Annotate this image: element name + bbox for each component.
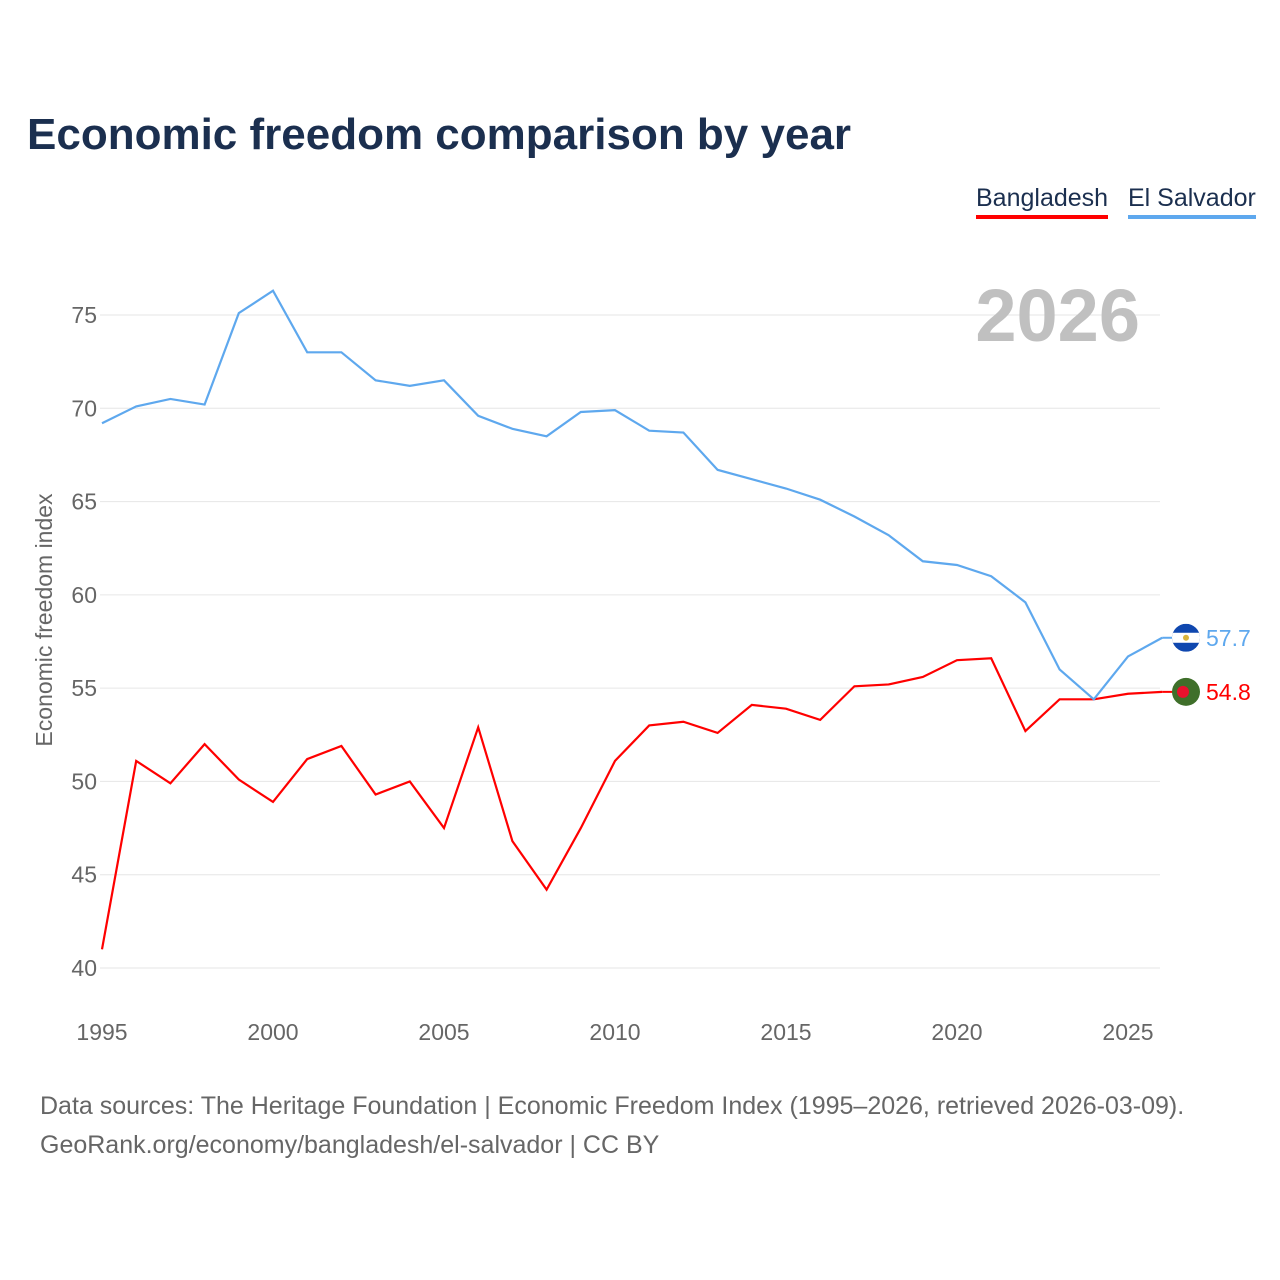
footer-link[interactable]: GeoRank.org/economy/bangladesh/el-salvad… (40, 1131, 660, 1159)
year-watermark: 2026 (975, 274, 1140, 357)
y-tick-label: 55 (71, 675, 97, 701)
y-tick-label: 40 (71, 955, 97, 981)
legend-bangladesh[interactable]: Bangladesh (976, 184, 1109, 219)
end-value-label: 54.8 (1206, 679, 1251, 705)
series-line-bangladesh (100, 657, 1163, 950)
x-tick-label: 1995 (76, 1019, 127, 1045)
x-tick-label: 2000 (247, 1019, 298, 1045)
series-line-el-salvador (101, 289, 1163, 701)
y-tick-label: 70 (71, 395, 97, 421)
y-tick-label: 45 (71, 862, 97, 888)
y-tick-label: 65 (71, 489, 97, 515)
y-tick-label: 60 (71, 582, 97, 608)
footer: Data sources: The Heritage Foundation | … (40, 1087, 1184, 1165)
chart-title: Economic freedom comparison by year (27, 110, 852, 159)
el-salvador-flag-icon (1172, 623, 1200, 652)
x-tick-label: 2020 (931, 1019, 982, 1045)
y-tick-label: 75 (71, 302, 97, 328)
legend-el-salvador[interactable]: El Salvador (1128, 184, 1256, 219)
y-axis-label: Economic freedom index (31, 493, 57, 747)
x-tick-label: 2005 (418, 1019, 469, 1045)
y-tick-label: 50 (71, 768, 97, 794)
footer-sources: Data sources: The Heritage Foundation | … (40, 1092, 1185, 1120)
x-tick-label: 2015 (760, 1019, 811, 1045)
end-value-label: 57.7 (1206, 625, 1251, 651)
x-tick-label: 2010 (589, 1019, 640, 1045)
x-tick-label: 2025 (1102, 1019, 1153, 1045)
bangladesh-flag-icon (1172, 677, 1200, 706)
